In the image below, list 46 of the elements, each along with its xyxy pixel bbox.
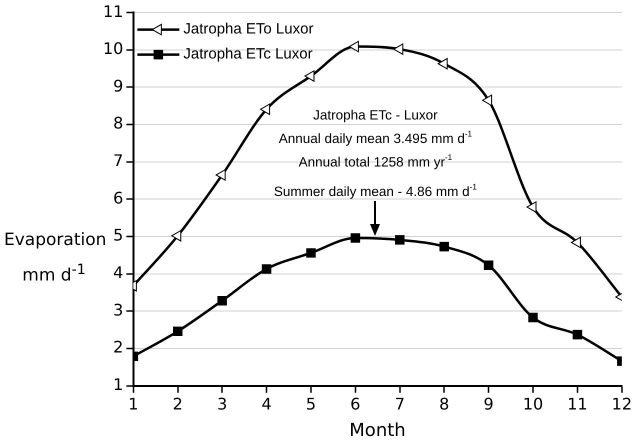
x-tick-label: 4 [261,394,272,414]
point [395,235,405,245]
point [348,40,359,52]
point [304,70,314,82]
point [260,104,270,115]
y-tick-label: 3 [113,300,124,320]
point [438,58,448,70]
legend-label: Jatropha ETo Luxor [183,20,314,38]
y-tick-label: 10 [103,39,124,58]
point [393,43,404,55]
x-tick-label: 7 [394,394,405,414]
x-tick-label: 8 [439,394,450,414]
y-tick-label: 5 [113,226,124,245]
y-tick-label: 2 [113,338,124,357]
y-tick-label: 9 [113,76,124,96]
x-tick-label: 11 [567,394,588,414]
point [570,236,581,248]
y-tick-label: 1 [113,374,124,394]
x-tick-label: 9 [484,394,494,414]
point [439,242,449,252]
y-tick-label: 6 [113,188,124,208]
point [482,94,492,106]
x-tick-label: 12 [612,394,632,414]
y-axis-title: Evaporation mm d$^{-1}$ [4,229,106,288]
y-tick-label: 8 [113,114,124,133]
x-tick-label: 5 [306,394,316,414]
point [528,312,538,322]
x-tick-label: 3 [217,394,228,414]
y-tick-label: 11 [103,2,124,21]
x-tick-label: 10 [522,394,544,414]
x-axis-title: Month [348,420,407,441]
legend-label: Jatropha ETc Luxor [183,46,313,63]
y-tick-label: 4 [113,262,124,282]
y-tick-label: 7 [113,151,124,170]
point [350,233,360,243]
point [484,260,494,270]
point [306,248,316,258]
point [216,169,226,181]
annotation: Jatropha ETc - Luxor [313,108,438,123]
point [526,201,537,213]
x-tick-label: 1 [128,394,138,414]
point [217,296,227,306]
point [262,264,272,274]
point [173,326,183,336]
x-tick-label: 6 [350,394,360,414]
x-tick-label: 2 [172,394,183,414]
